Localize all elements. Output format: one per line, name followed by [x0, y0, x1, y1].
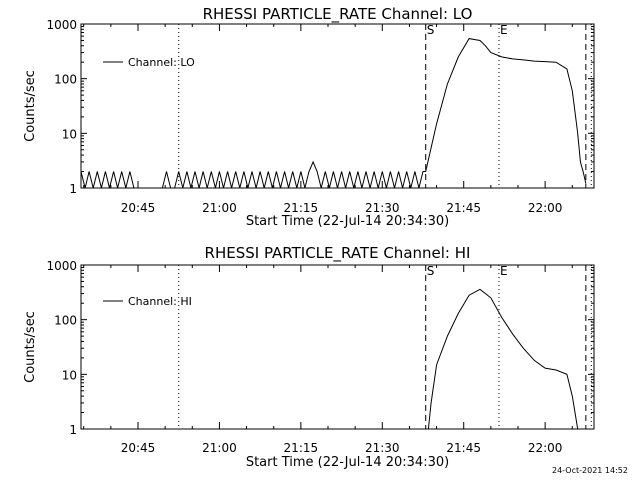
- x-tick-label: 22:00: [528, 201, 563, 215]
- y-axis: 1 10 100 1000: [46, 18, 594, 196]
- chart-title: RHESSI PARTICLE_RATE Channel: LO: [203, 5, 473, 24]
- marker-label: E: [500, 23, 508, 37]
- y-tick-label: 1: [69, 182, 77, 196]
- y-tick-label: 1: [69, 423, 77, 437]
- legend: Channel: HI: [103, 295, 192, 308]
- marker-label: S: [427, 264, 435, 278]
- legend: Channel: LO: [103, 56, 195, 69]
- x-tick-label: 22:00: [528, 441, 563, 455]
- data-series-line: [80, 38, 587, 189]
- x-tick-label: 21:45: [446, 201, 481, 215]
- chart-title: RHESSI PARTICLE_RATE Channel: HI: [205, 244, 471, 263]
- y-axis-label: Counts/sec: [23, 70, 38, 142]
- y-tick-label: 10: [62, 127, 77, 141]
- panel-hi: RHESSI PARTICLE_RATE Channel: HI 1 10 100 10…: [23, 244, 595, 470]
- marker-label: E: [500, 264, 508, 278]
- marker-label: S: [427, 23, 435, 37]
- x-axis: 20:45 21:00 21:15 21:30 21:45 22:00: [83, 265, 573, 455]
- plot-frame: [80, 264, 595, 430]
- x-tick-label: 20:45: [121, 201, 156, 215]
- y-tick-label: 1000: [46, 18, 77, 32]
- data-series-line: [427, 288, 579, 430]
- y-tick-label: 1000: [46, 259, 77, 273]
- y-axis: 1 10 100 1000: [46, 259, 594, 437]
- y-tick-label: 100: [54, 73, 77, 87]
- x-axis-label: Start Time (22-Jul-14 20:34:30): [246, 455, 449, 470]
- y-tick-label: 100: [54, 314, 77, 328]
- y-axis-label: Counts/sec: [23, 311, 38, 383]
- x-tick-label: 20:45: [121, 441, 156, 455]
- panel-lo: RHESSI PARTICLE_RATE Channel: LO 1 10 100 10…: [23, 5, 595, 229]
- x-tick-label: 21:30: [365, 441, 400, 455]
- legend-label: Channel: LO: [128, 56, 195, 69]
- x-tick-label: 21:45: [446, 441, 481, 455]
- x-tick-label: 21:00: [202, 201, 237, 215]
- x-tick-label: 21:15: [284, 441, 319, 455]
- x-axis: 20:45 21:00 21:15 21:30 21:45 22:00: [83, 24, 573, 215]
- x-tick-label: 21:15: [284, 201, 319, 215]
- y-tick-label: 10: [62, 368, 77, 382]
- x-tick-label: 21:00: [202, 441, 237, 455]
- x-axis-label: Start Time (22-Jul-14 20:34:30): [246, 214, 449, 229]
- legend-label: Channel: HI: [128, 295, 192, 308]
- plot-frame: [80, 23, 595, 189]
- x-tick-label: 21:30: [365, 201, 400, 215]
- footer-timestamp: 24-Oct-2021 14:52: [552, 466, 628, 475]
